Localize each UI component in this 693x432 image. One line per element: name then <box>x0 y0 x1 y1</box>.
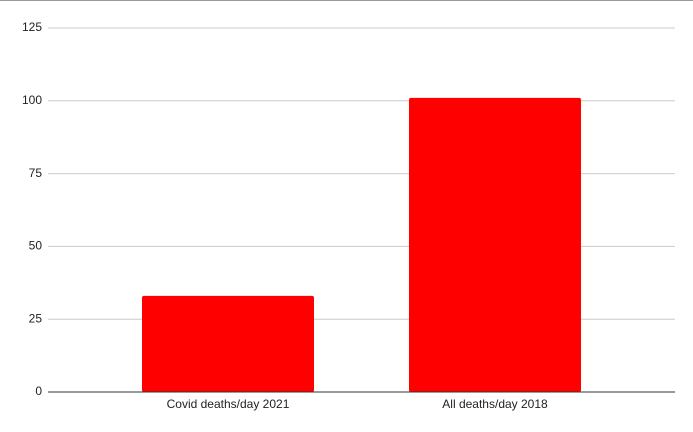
y-tick-label: 75 <box>29 166 43 180</box>
y-tick-label: 0 <box>35 384 42 398</box>
y-tick-label: 125 <box>22 20 42 34</box>
bar <box>409 97 581 392</box>
x-tick-label: Covid deaths/day 2021 <box>167 397 290 411</box>
bar <box>142 295 314 392</box>
y-tick-label: 50 <box>29 239 43 253</box>
y-tick-label: 25 <box>29 311 43 325</box>
y-tick-label: 100 <box>22 93 42 107</box>
x-tick-label: All deaths/day 2018 <box>442 397 548 411</box>
